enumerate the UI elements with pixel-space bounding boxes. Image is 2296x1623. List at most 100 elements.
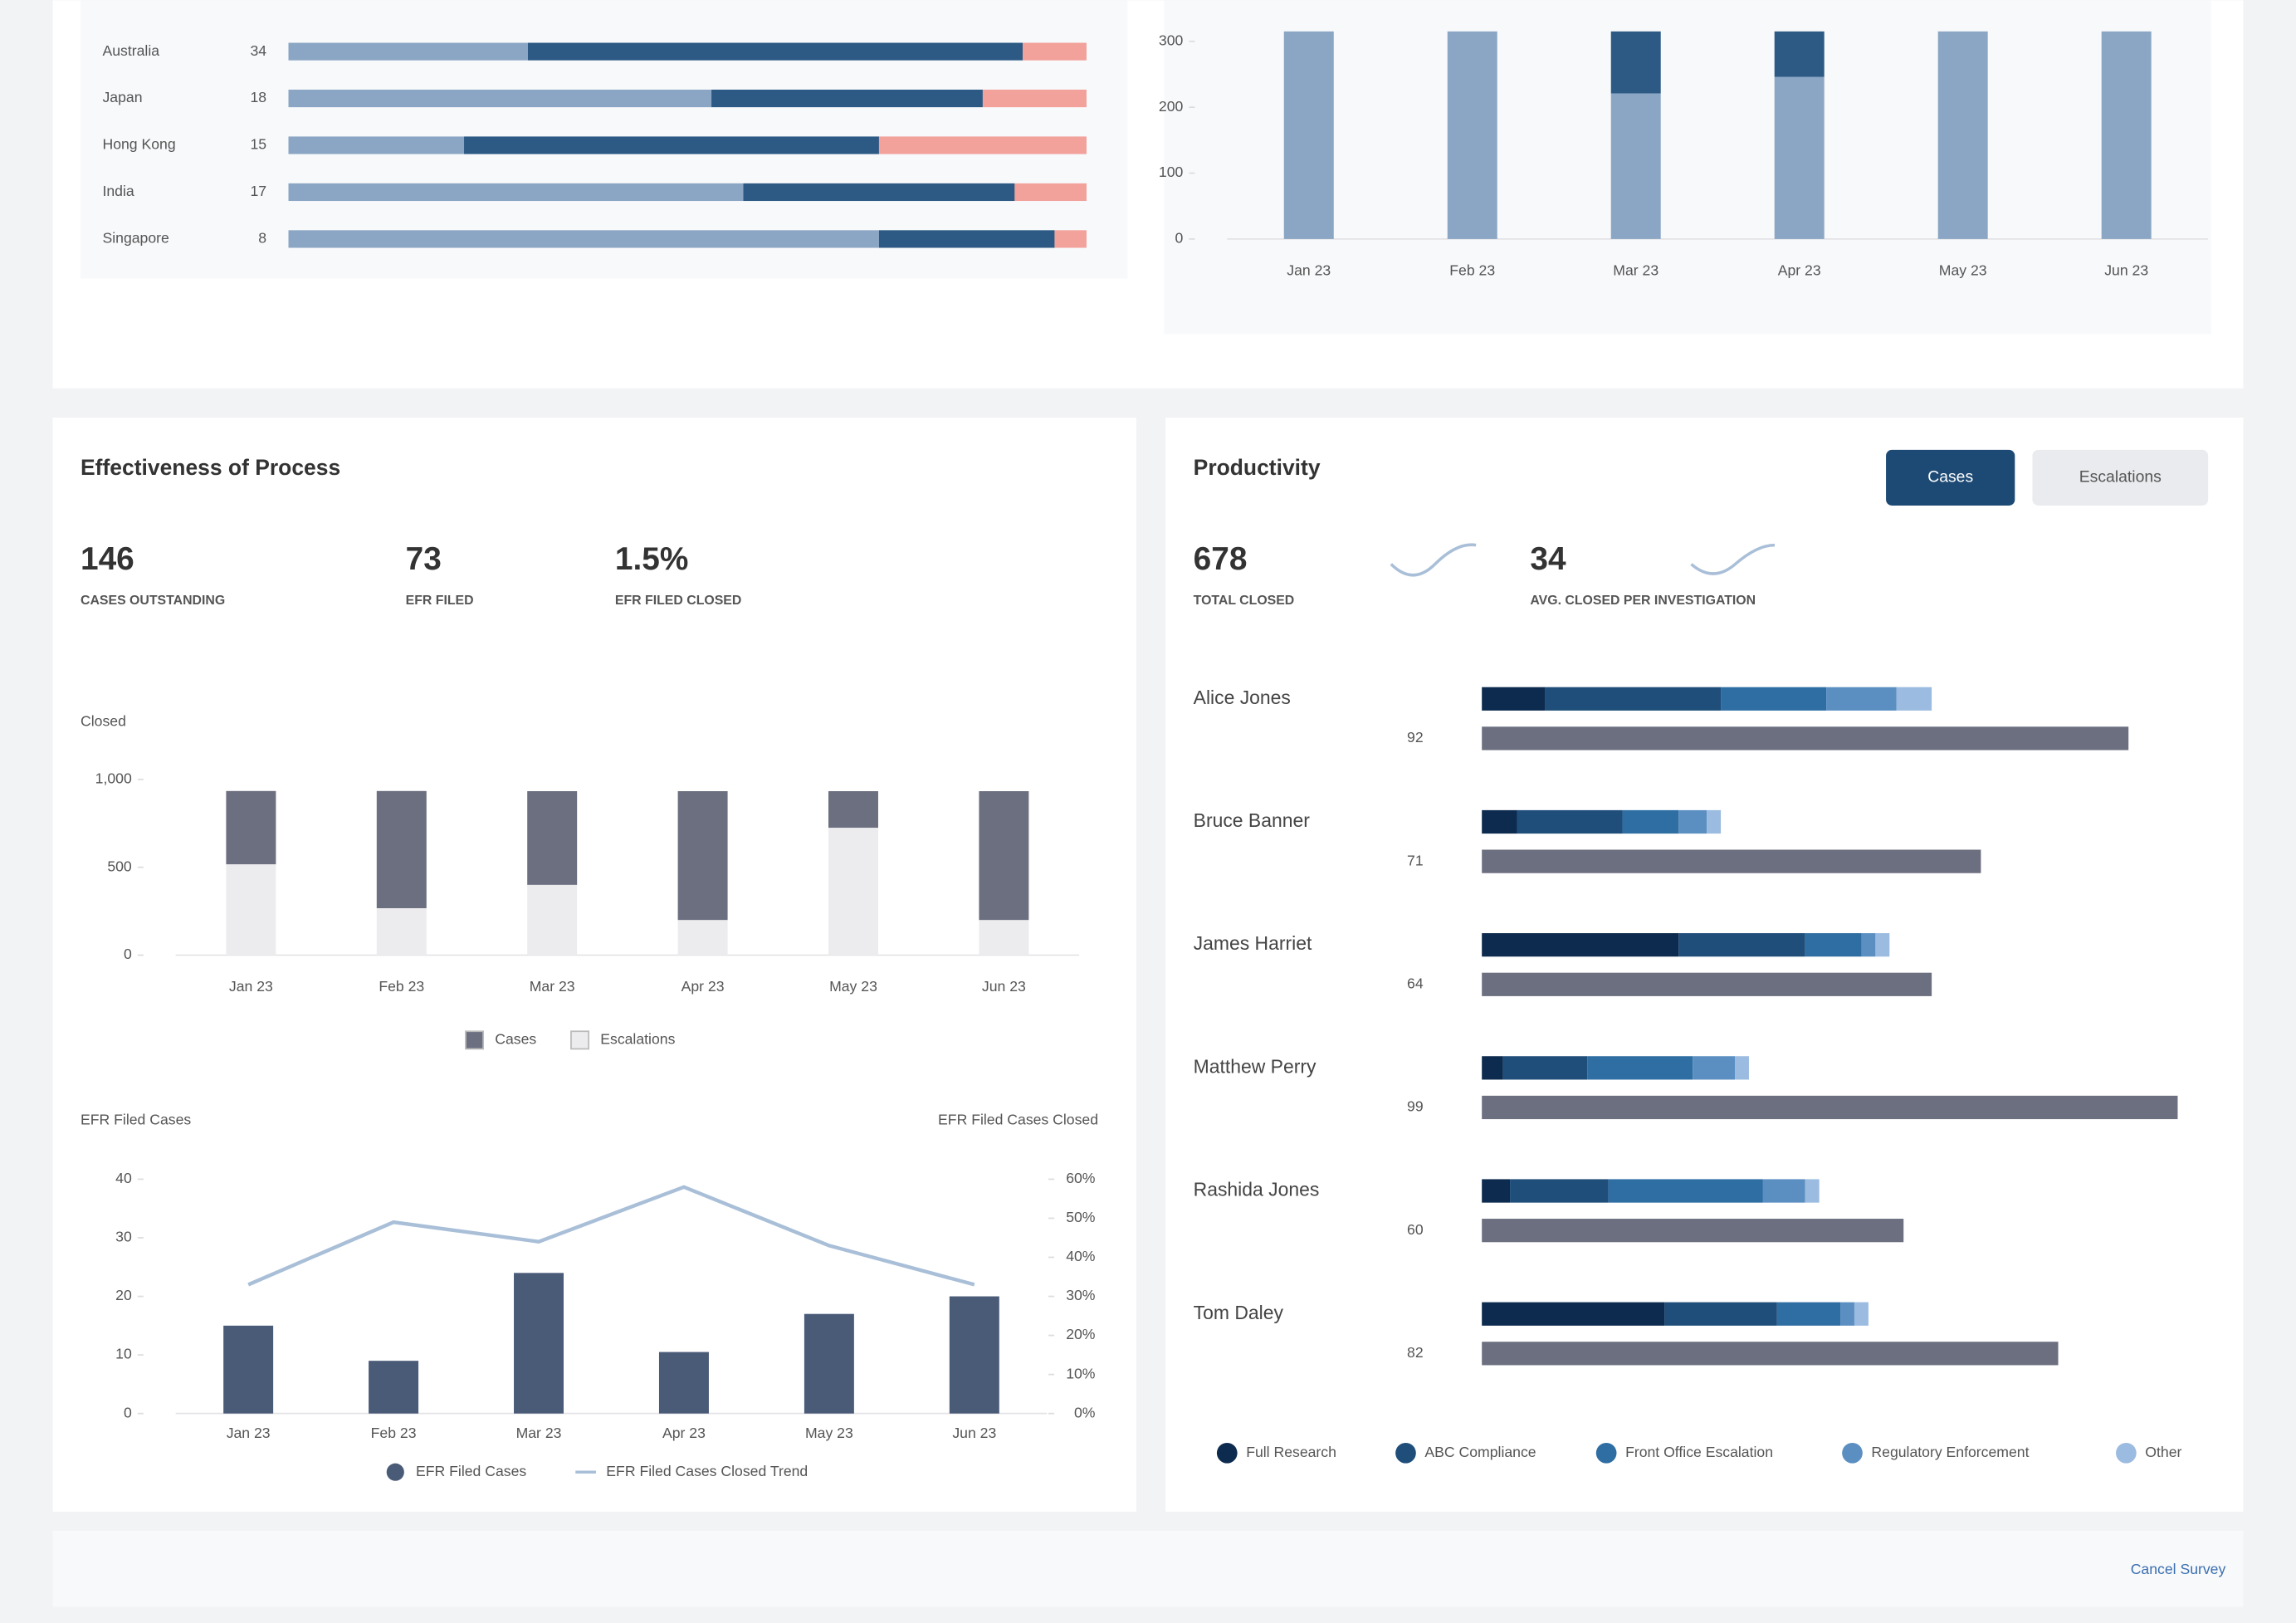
bar-segment	[1735, 1056, 1749, 1080]
kpi-label: TOTAL CLOSED	[1194, 594, 1295, 608]
button-label[interactable]: Escalations	[2079, 468, 2162, 486]
row-label: India	[102, 183, 134, 199]
bar-segment	[743, 183, 1015, 202]
bar-segment	[711, 89, 983, 108]
bar-segment	[376, 908, 427, 956]
bar-segment	[1587, 1056, 1693, 1080]
x-tick-label: Feb 23	[379, 978, 424, 995]
bar-segment	[226, 790, 276, 865]
sparkline	[1390, 543, 1477, 577]
bar-segment	[1678, 809, 1707, 834]
legend-swatch	[2116, 1442, 2137, 1464]
line	[247, 1185, 975, 1287]
row-label: Hong Kong	[102, 136, 175, 153]
toggle-button[interactable]	[2032, 449, 2209, 506]
bar-segment	[1022, 42, 1087, 61]
x-tick-label: Mar 23	[516, 1425, 562, 1441]
bar-segment	[677, 791, 728, 921]
legend-label: Escalations	[600, 1030, 675, 1047]
bar-segment	[828, 791, 878, 829]
bar-segment	[979, 791, 1029, 921]
legend-label: ABC Compliance	[1424, 1444, 1536, 1460]
y-tick-label: 10	[115, 1346, 132, 1362]
bar-segment	[1510, 1179, 1609, 1203]
row-count: 15	[250, 136, 266, 153]
kpi-value: 678	[1194, 541, 1248, 577]
bar-segment	[1937, 31, 1988, 239]
bar-segment	[527, 42, 1023, 61]
x-tick-label: Jun 23	[2104, 262, 2148, 278]
chart-title: EFR Filed Cases	[81, 1112, 191, 1128]
x-tick-label: Apr 23	[662, 1425, 706, 1441]
bar	[1482, 972, 1932, 996]
y2-tick-label: 40%	[1066, 1248, 1096, 1264]
y2-tick-label: 10%	[1066, 1365, 1096, 1381]
x-tick-label: Mar 23	[1613, 262, 1658, 278]
bar-segment	[878, 136, 1087, 154]
x-tick-label: Feb 23	[1449, 262, 1495, 278]
bar-segment	[828, 828, 878, 956]
panel-title: Productivity	[1194, 455, 1321, 480]
bar-segment	[1517, 809, 1623, 834]
bar-segment	[1840, 1302, 1854, 1326]
legend-swatch	[1216, 1442, 1238, 1464]
bar-segment	[979, 920, 1029, 956]
bar-segment	[376, 790, 427, 909]
subpanel	[1164, 0, 2211, 335]
card	[1165, 418, 2244, 1512]
y-tick-label: 40	[115, 1170, 132, 1186]
person-name: Rashida Jones	[1194, 1179, 1320, 1200]
total-value: 64	[1407, 975, 1424, 991]
bar-segment	[1776, 1302, 1841, 1326]
bar-segment	[288, 230, 879, 248]
legend-swatch	[1595, 1442, 1617, 1464]
x-tick-label: Jan 23	[229, 978, 273, 995]
bar-segment	[1721, 687, 1827, 711]
bar-segment	[1610, 31, 1661, 94]
toggle-button[interactable]	[1886, 449, 2015, 506]
row-label: Australia	[102, 42, 159, 59]
bar-segment	[1707, 809, 1722, 834]
total-value: 71	[1407, 852, 1424, 868]
legend-swatch	[386, 1463, 404, 1481]
y-tick-label: 100	[1159, 164, 1184, 180]
legend-swatch	[1842, 1442, 1863, 1464]
button-label[interactable]: Cases	[1927, 468, 1973, 486]
kpi-value: 146	[81, 541, 134, 577]
person-name: James Harriet	[1194, 932, 1312, 954]
bar-segment	[464, 136, 879, 154]
bar-segment	[288, 42, 528, 61]
bar-segment	[1482, 809, 1517, 834]
bar-segment	[1545, 687, 1722, 711]
bar-segment	[1608, 1179, 1763, 1203]
panel-title: Effectiveness of Process	[81, 455, 340, 480]
chart-title: Closed	[81, 713, 126, 730]
y2-tick-label: 50%	[1066, 1209, 1096, 1225]
bar-segment	[677, 920, 728, 956]
kpi-value: 1.5%	[615, 541, 688, 577]
y-tick-label: 300	[1159, 32, 1184, 48]
kpi-label: AVG. CLOSED PER INVESTIGATION	[1530, 594, 1756, 608]
x-tick-label: Apr 23	[681, 978, 725, 995]
legend-label: Regulatory Enforcement	[1871, 1444, 2029, 1460]
bar-segment	[527, 884, 578, 956]
legend-label: EFR Filed Cases Closed Trend	[606, 1463, 808, 1479]
row-count: 8	[258, 230, 266, 247]
sparkline	[1690, 543, 1776, 575]
bar-segment	[1826, 687, 1897, 711]
x-tick-label: Apr 23	[1778, 262, 1821, 278]
footer-link[interactable]: Cancel Survey	[2131, 1561, 2226, 1577]
bar-segment	[1622, 809, 1679, 834]
y-tick-label: 500	[107, 858, 132, 874]
bar-segment	[1610, 93, 1661, 239]
legend-label: EFR Filed Cases	[416, 1463, 526, 1479]
legend-label: Full Research	[1246, 1444, 1336, 1460]
x-tick-label: Jan 23	[1287, 262, 1331, 278]
x-tick-label: Jan 23	[227, 1425, 271, 1441]
bar-segment	[878, 230, 1055, 248]
bar-segment	[1774, 31, 1825, 77]
kpi-label: EFR FILED CLOSED	[615, 594, 741, 608]
legend-swatch	[465, 1030, 485, 1050]
y2-tick-label: 30%	[1066, 1287, 1096, 1303]
x-tick-label: Jun 23	[952, 1425, 996, 1441]
